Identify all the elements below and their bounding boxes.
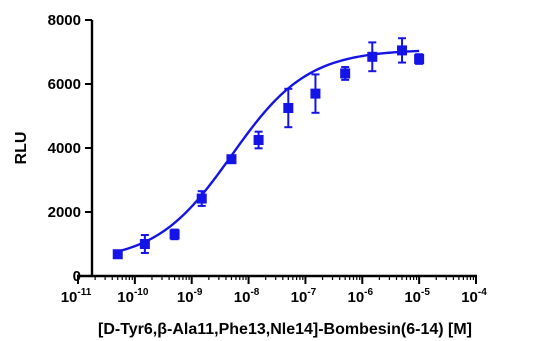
y-axis-title: RLU <box>13 132 30 165</box>
data-point <box>340 68 351 79</box>
axes: 0 2000 4000 6000 8000 10-11 10-10 10-9 10-8 10-7 1… <box>48 12 488 306</box>
data-point <box>226 154 237 165</box>
data-point <box>253 135 264 145</box>
plot-area <box>112 37 425 260</box>
x-tick-label: 10-5 <box>404 287 430 306</box>
x-tick-label: 10-9 <box>177 287 203 306</box>
y-tick-label: 6000 <box>48 76 81 93</box>
y-tick-label: 4000 <box>48 140 81 157</box>
data-point <box>112 249 123 260</box>
data-point <box>367 51 378 62</box>
fit-curve <box>117 49 420 253</box>
y-tick-label: 8000 <box>48 12 81 29</box>
data-point <box>310 88 321 99</box>
x-axis-title: [D-Tyr6,β-Ala11,Phe13,Nle14]-Bombesin(6-… <box>98 321 472 338</box>
data-point <box>283 103 294 113</box>
x-tick-label: 10-7 <box>291 287 317 306</box>
data-point <box>139 239 150 249</box>
x-tick-label: 10-8 <box>234 287 260 306</box>
x-tick-label: 10-4 <box>461 287 487 306</box>
data-point <box>169 229 180 240</box>
x-tick-label: 10-11 <box>61 287 92 306</box>
x-tick-label: 10-10 <box>117 287 149 306</box>
y-tick-label: 0 <box>73 268 81 285</box>
y-tick-label: 2000 <box>48 204 81 221</box>
data-point <box>414 54 425 65</box>
data-point <box>397 45 408 56</box>
x-tick-label: 10-6 <box>347 287 373 306</box>
data-point <box>196 193 207 204</box>
